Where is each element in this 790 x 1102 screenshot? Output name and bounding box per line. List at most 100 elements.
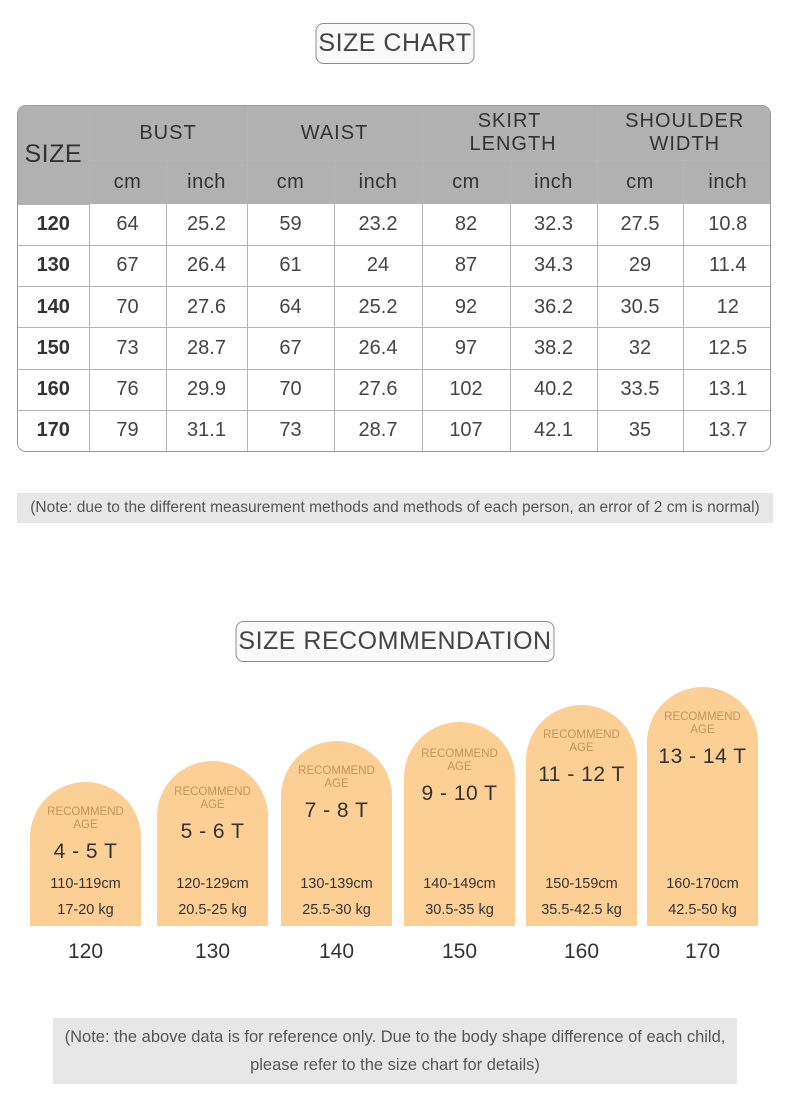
height-range: 120-129cm — [176, 876, 249, 892]
table-cell: 76 — [88, 368, 167, 411]
skirt-length-header: SKIRT LENGTH — [421, 106, 598, 161]
reference-note: (Note: the above data is for reference o… — [53, 1018, 737, 1084]
recommend-age-label: RECOMMEND AGE — [543, 729, 620, 754]
table-cell: 67 — [88, 244, 167, 288]
table-cell: 33.5 — [596, 368, 684, 411]
recommend-age-label: RECOMMEND AGE — [174, 786, 251, 811]
height-range: 150-159cm — [545, 876, 618, 892]
card-size-label: 150 — [441, 940, 478, 963]
unit-header: inch — [165, 160, 248, 204]
table-cell: 38.2 — [509, 327, 598, 370]
table-cell: 102 — [421, 368, 511, 411]
recommend-card-160: RECOMMEND AGE 11 - 12 T 150-159cm 35.5-4… — [526, 705, 637, 926]
table-cell: 82 — [421, 204, 511, 246]
table-cell: 59 — [246, 204, 335, 246]
table-cell: 29 — [596, 244, 684, 288]
size-cell: 140 — [18, 285, 90, 329]
age-range: 5 - 6 T — [180, 820, 245, 843]
weight-range: 20.5-25 kg — [178, 902, 247, 918]
table-cell: 73 — [246, 409, 335, 451]
size-chart-title: SIZE CHART — [315, 23, 475, 64]
card-size-label: 170 — [684, 940, 721, 963]
table-row: 150 73 28.7 67 26.4 97 38.2 32 12.5 — [18, 327, 770, 370]
table-cell: 11.4 — [682, 244, 770, 288]
size-cell: 170 — [18, 409, 90, 451]
skirt-length-label: SKIRT LENGTH — [469, 110, 557, 155]
unit-header: cm — [246, 160, 335, 204]
table-cell: 34.3 — [509, 244, 598, 288]
table-cell: 107 — [421, 409, 511, 451]
weight-range: 35.5-42.5 kg — [541, 902, 622, 918]
weight-range: 25.5-30 kg — [302, 902, 371, 918]
table-cell: 32.3 — [509, 204, 598, 246]
table-cell: 28.7 — [333, 409, 423, 451]
table-cell: 42.1 — [509, 409, 598, 451]
table-cell: 36.2 — [509, 285, 598, 329]
table-cell: 70 — [88, 285, 167, 329]
height-range: 140-149cm — [423, 876, 496, 892]
age-range: 4 - 5 T — [53, 840, 118, 863]
size-cell: 150 — [18, 327, 90, 370]
recommend-age-label: RECOMMEND AGE — [664, 711, 741, 736]
size-cell: 130 — [18, 244, 90, 288]
table-cell: 25.2 — [333, 285, 423, 329]
table-cell: 87 — [421, 244, 511, 288]
unit-header: cm — [421, 160, 511, 204]
table-row: 130 67 26.4 61 24 87 34.3 29 11.4 — [18, 244, 770, 288]
recommend-age-label: RECOMMEND AGE — [47, 806, 124, 831]
age-range: 11 - 12 T — [538, 763, 625, 786]
measurement-note: (Note: due to the different measurement … — [17, 493, 773, 523]
table-cell: 27.5 — [596, 204, 684, 246]
table-cell: 64 — [88, 204, 167, 246]
table-cell: 30.5 — [596, 285, 684, 329]
bust-header: BUST — [88, 106, 248, 161]
height-range: 130-139cm — [300, 876, 373, 892]
card-size-label: 120 — [67, 940, 104, 963]
table-row: 120 64 25.2 59 23.2 82 32.3 27.5 10.8 — [18, 204, 770, 246]
table-cell: 26.4 — [165, 244, 248, 288]
card-size-label: 160 — [563, 940, 600, 963]
table-cell: 27.6 — [333, 368, 423, 411]
recommend-card-150: RECOMMEND AGE 9 - 10 T 140-149cm 30.5-35… — [404, 722, 515, 926]
recommend-age-label: RECOMMEND AGE — [421, 748, 498, 773]
table-cell: 25.2 — [165, 204, 248, 246]
unit-header: inch — [682, 160, 770, 204]
recommend-card-130: RECOMMEND AGE 5 - 6 T 120-129cm 20.5-25 … — [157, 761, 268, 926]
recommend-card-120: RECOMMEND AGE 4 - 5 T 110-119cm 17-20 kg — [30, 782, 141, 926]
table-cell: 10.8 — [682, 204, 770, 246]
reference-note-line-1: (Note: the above data is for reference o… — [64, 1028, 726, 1046]
table-cell: 27.6 — [165, 285, 248, 329]
table-cell: 79 — [88, 409, 167, 451]
unit-header: cm — [89, 160, 167, 204]
size-column-header: SIZE — [18, 106, 90, 205]
table-cell: 40.2 — [509, 368, 598, 411]
table-cell: 32 — [596, 327, 684, 370]
size-chart-table: SIZE BUST WAIST SKIRT LENGTH SHOULDER WI… — [17, 105, 771, 452]
table-cell: 13.7 — [682, 409, 770, 451]
weight-range: 42.5-50 kg — [668, 902, 737, 918]
waist-header: WAIST — [246, 106, 423, 161]
table-cell: 31.1 — [165, 409, 248, 451]
weight-range: 30.5-35 kg — [425, 902, 494, 918]
table-cell: 28.7 — [165, 327, 248, 370]
table-cell: 13.1 — [682, 368, 770, 411]
height-range: 160-170cm — [666, 876, 739, 892]
size-cell: 160 — [18, 368, 90, 411]
size-recommendation-title: SIZE RECOMMENDATION — [235, 621, 555, 662]
shoulder-width-label: SHOULDER WIDTH — [625, 110, 745, 155]
card-size-label: 140 — [318, 940, 355, 963]
table-row: 160 76 29.9 70 27.6 102 40.2 33.5 13.1 — [18, 368, 770, 411]
height-range: 110-119cm — [50, 876, 121, 892]
table-cell: 23.2 — [333, 204, 423, 246]
table-cell: 67 — [246, 327, 335, 370]
unit-header: inch — [509, 160, 598, 204]
age-range: 7 - 8 T — [304, 799, 369, 822]
unit-header: cm — [596, 160, 684, 204]
table-cell: 73 — [88, 327, 167, 370]
table-cell: 97 — [421, 327, 511, 370]
recommend-card-170: RECOMMEND AGE 13 - 14 T 160-170cm 42.5-5… — [647, 687, 758, 926]
table-cell: 61 — [246, 244, 335, 288]
table-row: 170 79 31.1 73 28.7 107 42.1 35 13.7 — [18, 409, 770, 451]
table-cell: 26.4 — [333, 327, 423, 370]
recommend-card-140: RECOMMEND AGE 7 - 8 T 130-139cm 25.5-30 … — [281, 741, 392, 926]
